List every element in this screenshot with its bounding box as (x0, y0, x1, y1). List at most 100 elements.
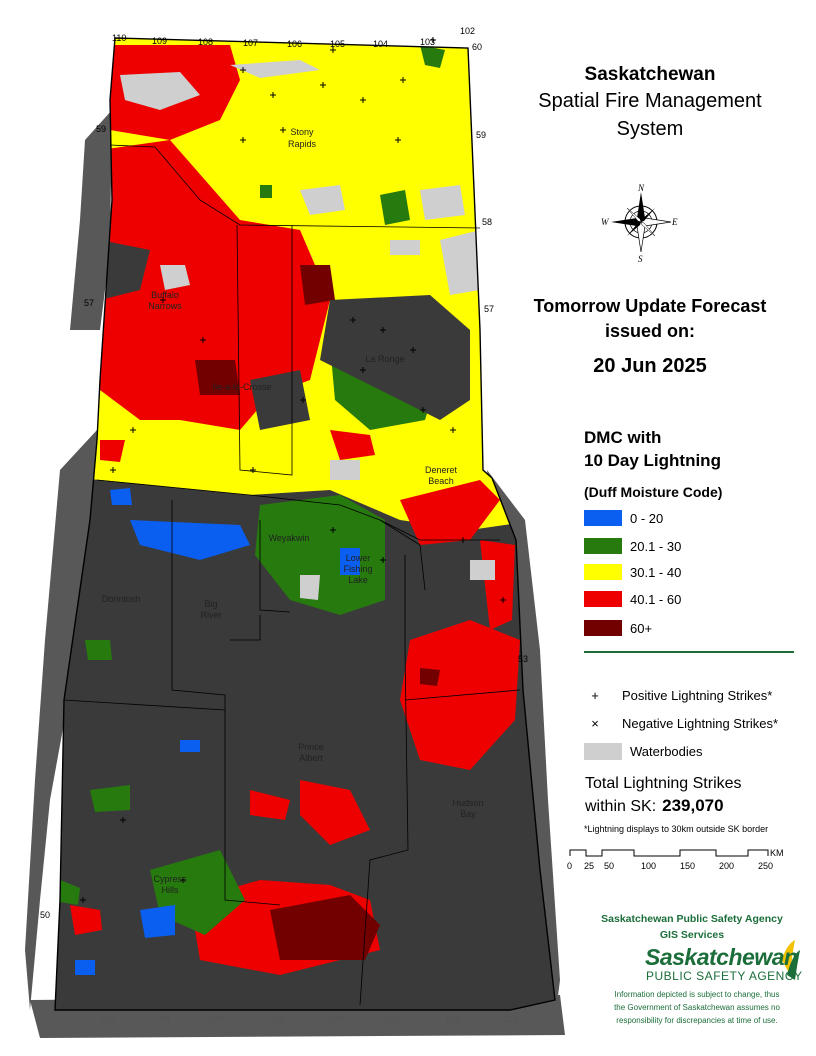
lat-left-50: 50 (40, 910, 50, 920)
compass-e: E (671, 217, 678, 227)
lat-left-59: 59 (96, 124, 106, 134)
forecast-line-1: Tomorrow Update Forecast (533, 296, 767, 316)
legend-title-2: 10 Day Lightning (584, 451, 721, 470)
logo-name: Saskatchewan (645, 944, 798, 970)
compass-w: W (601, 217, 610, 227)
legend-divider (584, 651, 794, 653)
place-dorintosh: Dorintosh (102, 594, 141, 604)
lightning-dense-areas (100, 240, 470, 430)
total-strikes-label-1: Total Lightning Strikes (585, 775, 742, 792)
legend-label: 40.1 - 60 (630, 591, 682, 607)
lon-top-106: 106 (287, 39, 302, 49)
lightning-strikes (80, 37, 506, 903)
disclaimer-line-1: Information depicted is subject to chang… (614, 990, 780, 999)
lon-bottom-108: 108 (155, 1014, 170, 1024)
place-labels: Stony Rapids Buffalo Narrows La Ronge Ile-… (102, 127, 484, 895)
svg-text:KM: KM (770, 848, 784, 858)
compass-s: S (638, 254, 643, 264)
place-deneret-beach: Deneret Beach (425, 465, 458, 486)
title-line-1: Saskatchewan (584, 64, 716, 85)
title-line-2: Spatial Fire Management (538, 90, 762, 112)
agency-name: Saskatchewan Public Safety Agency (601, 913, 783, 925)
scale-bar (569, 849, 769, 857)
legend-positive-label: Positive Lightning Strikes* (622, 688, 773, 703)
lat-right-53: 53 (518, 654, 528, 664)
lon-top-108: 108 (198, 37, 213, 47)
place-weyakwin: Weyakwin (269, 533, 310, 543)
lon-bottom-103: 103 (445, 1014, 460, 1024)
svg-text:250: 250 (758, 861, 773, 871)
lat-right-60: 60 (472, 42, 482, 52)
total-strikes-label-2: within SK: (585, 798, 657, 815)
logo-subtitle: PUBLIC SAFETY AGENCY (646, 969, 803, 983)
compass-n: N (637, 183, 645, 193)
legend-positive-strikes: + Positive Lightning Strikes* (584, 688, 772, 703)
dmc-60-plus-areas (195, 265, 440, 960)
legend-negative-label: Negative Lightning Strikes* (622, 716, 779, 731)
legend-negative-strikes: × Negative Lightning Strikes* (584, 716, 778, 731)
lat-right-57: 57 (484, 304, 494, 314)
lon-bottom-107: 107 (210, 1014, 225, 1024)
legend-swatch (584, 620, 622, 636)
legend-label: 60+ (630, 620, 653, 636)
lon-top-103: 103 (420, 37, 435, 47)
legend-swatch (584, 510, 622, 526)
lon-top-105: 105 (330, 39, 345, 49)
legend-swatch (584, 591, 622, 607)
legend-label: 0 - 20 (630, 510, 664, 526)
scale-bar-labels: 0 25 50 100 150 200 250 KM (567, 848, 784, 871)
lon-bottom-104: 104 (385, 1014, 400, 1024)
svg-text:25: 25 (584, 861, 594, 871)
forecast-line-2: issued on: (604, 321, 695, 341)
agency-logo-icon (782, 940, 800, 980)
total-strikes-value: 239,070 (662, 796, 724, 815)
svg-text:200: 200 (719, 861, 734, 871)
lon-top-104: 104 (373, 39, 388, 49)
dmc-0-20-areas (75, 488, 360, 975)
graticule-labels-bottom: 109 108 107 106 105 104 103 102 (100, 1014, 518, 1024)
legend-class-0-20: 0 - 20 (584, 509, 663, 527)
lon-top-102: 102 (460, 26, 475, 36)
waterbodies (120, 60, 495, 600)
place-stony-rapids-label: Stony (290, 127, 314, 137)
cross-icon: × (591, 716, 599, 731)
water-swatch (584, 743, 622, 760)
lon-top-107: 107 (243, 38, 258, 48)
lon-bottom-105: 105 (330, 1014, 345, 1024)
lon-bottom-102: 102 (503, 1014, 518, 1024)
legend-class-40-60: 40.1 - 60 (584, 590, 681, 608)
legend-label: 30.1 - 40 (630, 564, 682, 580)
graticule-labels: 110 109 108 107 106 105 104 103 102 59 5… (40, 26, 528, 920)
plus-icon: + (591, 688, 599, 703)
lightning-note: *Lightning displays to 30km outside SK b… (584, 824, 769, 834)
legend-swatch (584, 538, 622, 554)
legend-subtitle: (Duff Moisture Code) (584, 484, 723, 500)
legend-class-30-40: 30.1 - 40 (584, 563, 681, 581)
total-strikes-row: within SK: 239,070 (585, 796, 724, 816)
place-ile-a-la-crosse: Ile-a-la-Crosse (212, 382, 271, 392)
disclaimer-line-2: the Government of Saskatchewan assumes n… (614, 1003, 780, 1012)
dmc-20-30-areas (60, 45, 445, 935)
lon-bottom-106: 106 (270, 1014, 285, 1024)
lat-right-58: 58 (482, 217, 492, 227)
place-hudson-bay: Hudson Bay (452, 798, 483, 819)
legend-class-60-plus: 60+ (584, 619, 652, 637)
place-la-ronge: La Ronge (365, 354, 404, 364)
title-line-3: System (616, 118, 684, 140)
disclaimer-line-3: responsibility for discrepancies at time… (616, 1016, 778, 1025)
place-lower-fishing-lake: Lower Fishing Lake (343, 553, 372, 585)
svg-text:0: 0 (567, 861, 572, 871)
region-boundaries (63, 144, 521, 1006)
boundaries (54, 37, 556, 1011)
place-stony-rapids: Stony Rapids (288, 127, 317, 149)
legend-class-20-30: 20.1 - 30 (584, 537, 681, 555)
legend-waterbodies: Waterbodies (584, 743, 703, 760)
svg-text:50: 50 (604, 861, 614, 871)
place-buffalo-narrows: Buffalo Narrows (148, 290, 182, 311)
svg-text:100: 100 (641, 861, 656, 871)
legend-title-1: DMC with (584, 428, 662, 447)
place-big-river: Big River (200, 599, 221, 620)
compass-rose-icon: N E S W (601, 183, 678, 264)
agency-dept: GIS Services (659, 929, 725, 941)
